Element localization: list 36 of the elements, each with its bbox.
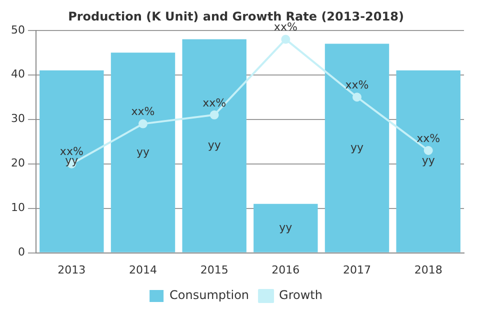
bar bbox=[396, 70, 460, 252]
x-tick-label: 2015 bbox=[200, 263, 228, 276]
point bbox=[210, 110, 219, 120]
data-label: yy bbox=[350, 140, 364, 154]
y-tick-label: 10 bbox=[10, 201, 25, 214]
x-tick-label: 2013 bbox=[58, 263, 86, 276]
y-tick-label: 50 bbox=[10, 23, 25, 36]
data-label: xx% bbox=[131, 105, 155, 118]
data-label: xx% bbox=[274, 20, 298, 34]
point bbox=[424, 146, 433, 155]
data-label: yy bbox=[208, 138, 222, 152]
x-tick-label: 2014 bbox=[129, 263, 157, 276]
point bbox=[138, 119, 148, 128]
data-label: xx% bbox=[202, 96, 226, 110]
data-label: xx% bbox=[416, 132, 440, 145]
x-tick-label: 2016 bbox=[272, 263, 300, 276]
y-tick-label: 40 bbox=[10, 68, 25, 81]
y-tick-label: 30 bbox=[10, 112, 25, 126]
y-tick-label: 20 bbox=[10, 156, 25, 170]
chart-title: Production (K Unit) and Growth Rate (2013-2018) bbox=[68, 9, 404, 24]
point bbox=[281, 34, 290, 44]
bar bbox=[40, 70, 104, 252]
data-label: yy bbox=[136, 145, 150, 158]
data-label: yy bbox=[422, 154, 436, 168]
x-tick-label: 2017 bbox=[343, 263, 371, 276]
data-label: xx% bbox=[345, 78, 369, 92]
y-tick-label: 0 bbox=[18, 246, 25, 259]
bar bbox=[254, 204, 318, 252]
bar bbox=[324, 44, 390, 252]
data-label: yy bbox=[279, 220, 293, 234]
bar bbox=[182, 39, 246, 252]
legend-label: Consumption bbox=[170, 288, 250, 302]
x-tick-label: 2018 bbox=[414, 263, 442, 276]
bar bbox=[110, 52, 176, 252]
point bbox=[352, 92, 362, 102]
legend-label: Growth bbox=[279, 288, 322, 302]
